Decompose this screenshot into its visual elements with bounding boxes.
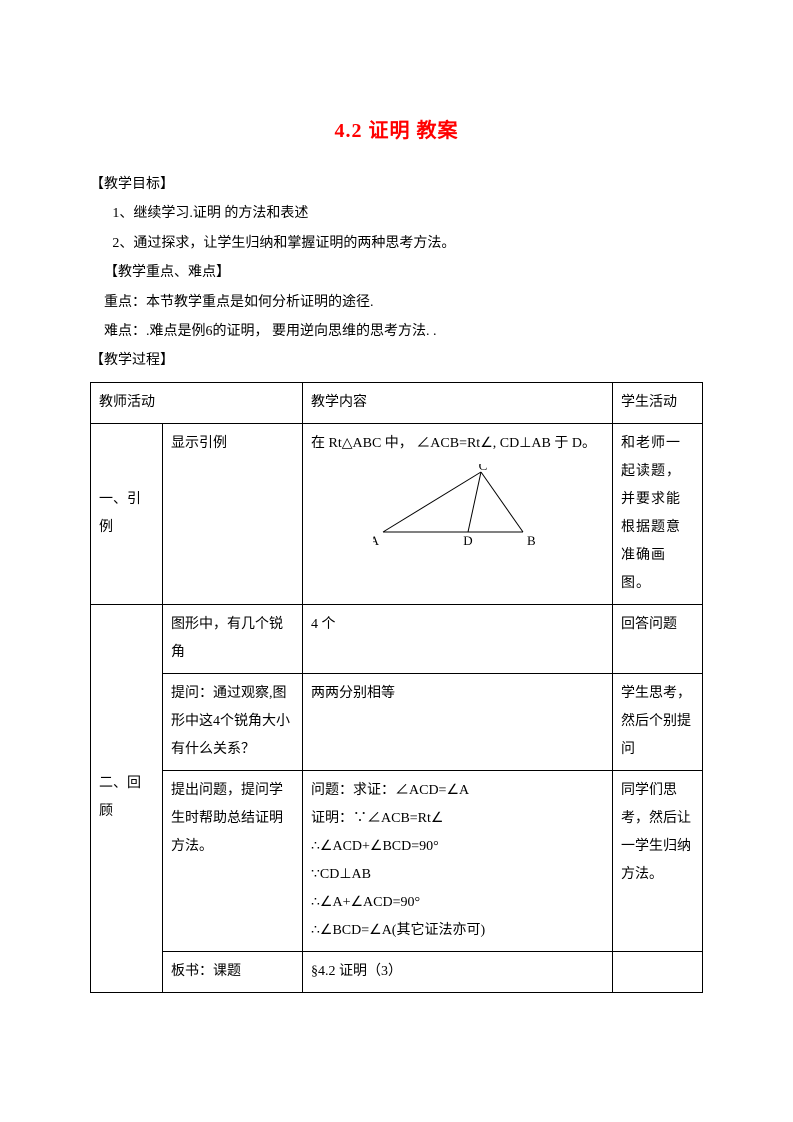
student-activity-cell: 同学们思考，然后让一学生归纳方法。 xyxy=(613,770,703,951)
line-cd xyxy=(468,472,481,532)
section-goal-heading: 【教学目标】 xyxy=(90,170,703,199)
proof-line: 证明：∵∠ACB=Rt∠ xyxy=(311,805,604,833)
teacher-activity-cell: 图形中，有几个锐角 xyxy=(163,604,303,673)
goal-item-2: 2、通过探求，让学生归纳和掌握证明的两种思考方法。 xyxy=(90,229,703,258)
label-a: A xyxy=(373,533,380,548)
proof-line: 问题：求证：∠ACD=∠A xyxy=(311,777,604,805)
section-keypoint-heading: 【教学重点、难点】 xyxy=(90,258,703,287)
header-teaching-content: 教学内容 xyxy=(303,382,613,423)
teacher-activity-cell: 提问：通过观察,图形中这4个锐角大小有什么关系？ xyxy=(163,673,303,770)
student-activity-cell xyxy=(613,951,703,992)
header-teacher-activity: 教师活动 xyxy=(91,382,303,423)
table-row: 一、引例 显示引例 在 Rt△ABC 中， ∠ACB=Rt∠, CD⊥AB 于 … xyxy=(91,423,703,604)
label-c: C xyxy=(478,464,487,473)
student-activity-cell: 和老师一起读题，并要求能根据题意准确画图。 xyxy=(613,423,703,604)
proof-line: ∵CD⊥AB xyxy=(311,861,604,889)
student-activity-cell: 回答问题 xyxy=(613,604,703,673)
teacher-activity-cell: 提出问题，提问学生时帮助总结证明方法。 xyxy=(163,770,303,951)
keypoint-text: 重点：本节教学重点是如何分析证明的途径. xyxy=(90,288,703,317)
section-label-huigu: 二、回顾 xyxy=(91,604,163,992)
proof-line: ∴∠ACD+∠BCD=90° xyxy=(311,833,604,861)
header-student-activity: 学生活动 xyxy=(613,382,703,423)
table-row: 提问：通过观察,图形中这4个锐角大小有什么关系？ 两两分别相等 学生思考，然后个… xyxy=(91,673,703,770)
goal-item-1: 1、继续学习.证明 的方法和表述 xyxy=(90,199,703,228)
label-b: B xyxy=(527,533,536,548)
table-header-row: 教师活动 教学内容 学生活动 xyxy=(91,382,703,423)
difficulty-text: 难点：.难点是例6的证明， 要用逆向思维的思考方法. . xyxy=(90,317,703,346)
triangle-diagram: A B C D xyxy=(311,464,604,550)
teacher-activity-cell: 显示引例 xyxy=(163,423,303,604)
page-title: 4.2 证明 教案 xyxy=(90,110,703,152)
line-cb xyxy=(481,472,523,532)
table-row: 二、回顾 图形中，有几个锐角 4 个 回答问题 xyxy=(91,604,703,673)
student-activity-cell: 学生思考，然后个别提问 xyxy=(613,673,703,770)
line-ac xyxy=(383,472,481,532)
section-label-yinli: 一、引例 xyxy=(91,423,163,604)
content-cell: §4.2 证明（3） xyxy=(303,951,613,992)
table-row: 板书：课题 §4.2 证明（3） xyxy=(91,951,703,992)
triangle-svg: A B C D xyxy=(373,464,543,550)
teacher-activity-cell: 板书：课题 xyxy=(163,951,303,992)
label-d: D xyxy=(463,533,472,548)
content-cell-proof: 问题：求证：∠ACD=∠A 证明：∵∠ACB=Rt∠ ∴∠ACD+∠BCD=90… xyxy=(303,770,613,951)
proof-line: ∴∠BCD=∠A(其它证法亦可) xyxy=(311,917,604,945)
table-row: 提出问题，提问学生时帮助总结证明方法。 问题：求证：∠ACD=∠A 证明：∵∠A… xyxy=(91,770,703,951)
lesson-table: 教师活动 教学内容 学生活动 一、引例 显示引例 在 Rt△ABC 中， ∠AC… xyxy=(90,382,703,993)
triangle-problem-text: 在 Rt△ABC 中， ∠ACB=Rt∠, CD⊥AB 于 D。 xyxy=(311,430,604,458)
proof-line: ∴∠A+∠ACD=90° xyxy=(311,889,604,917)
section-process-heading: 【教学过程】 xyxy=(90,346,703,375)
content-cell: 两两分别相等 xyxy=(303,673,613,770)
content-cell: 4 个 xyxy=(303,604,613,673)
content-cell-triangle: 在 Rt△ABC 中， ∠ACB=Rt∠, CD⊥AB 于 D。 A B C D xyxy=(303,423,613,604)
